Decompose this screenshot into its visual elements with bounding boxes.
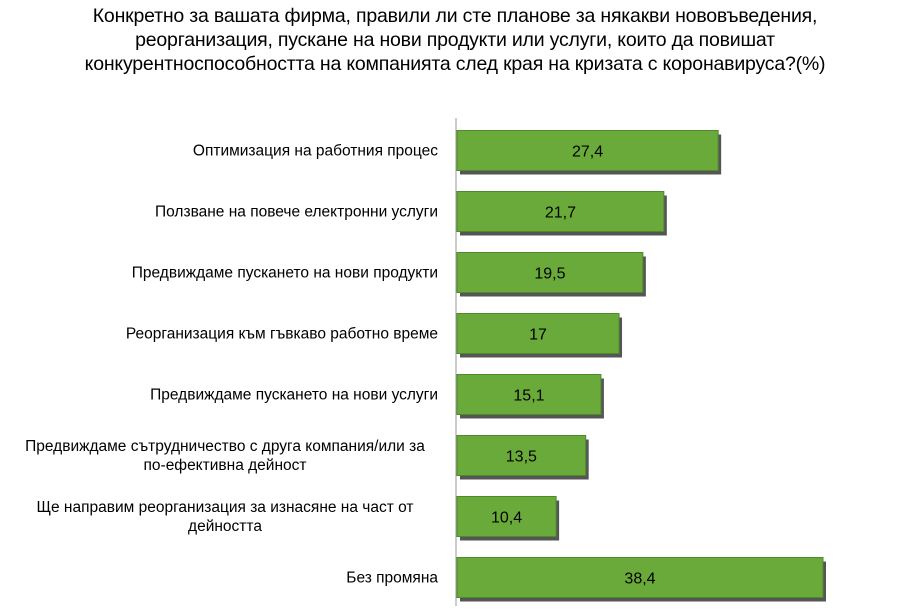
bar-group: 17 Реорганизация към гъвкаво работно врем… <box>126 313 623 358</box>
bar-group: 38,4 Без промяна <box>346 557 826 602</box>
bars-layer: 27,4 Оптимизация на работния процес 21,7 По… <box>25 130 826 602</box>
chart-title: Конкретно за вашата фирма, правили ли ст… <box>84 5 826 75</box>
bar-group: 21,7 Ползване на повече електронни услуги <box>155 191 667 236</box>
bar <box>456 496 557 537</box>
category-label: Ползване на повече електронни услуги <box>155 204 438 221</box>
data-label: 19,5 <box>534 266 565 283</box>
bar-group: 13,5 Предвиждаме сътрудничество с друга к… <box>25 435 589 480</box>
bar-group: 19,5 Предвиждаме пускането на нови продук… <box>132 252 646 297</box>
category-label: Предвиждаме сътрудничество с друга компа… <box>25 438 425 455</box>
data-label: 10,4 <box>491 510 522 527</box>
bar <box>456 130 719 171</box>
bar-group: 15,1 Предвиждаме пускането на нови услуги <box>150 374 604 419</box>
category-label: Оптимизация на работния процес <box>193 143 438 160</box>
category-label: Реорганизация към гъвкаво работно време <box>126 326 438 343</box>
bar <box>456 435 587 476</box>
bar <box>456 374 602 415</box>
data-label: 17 <box>529 327 547 344</box>
bar <box>456 557 824 598</box>
data-label: 15,1 <box>513 388 544 405</box>
category-label: Без промяна <box>346 570 438 587</box>
category-label: Ще направим реорганизация за изнасяне на… <box>36 499 413 516</box>
data-label: 21,7 <box>545 205 576 222</box>
category-label: по-ефективна дейност <box>144 457 307 474</box>
category-label: Предвиждаме пускането на нови услуги <box>150 387 438 404</box>
category-label: дейността <box>188 518 262 535</box>
bar <box>456 252 644 293</box>
data-label: 27,4 <box>572 144 603 161</box>
bar <box>456 313 620 354</box>
data-label: 38,4 <box>624 571 655 588</box>
bar <box>456 191 665 232</box>
bar-group: 27,4 Оптимизация на работния процес <box>193 130 722 175</box>
bar-group: 10,4 Ще направим реорганизация за изнасян… <box>36 496 560 541</box>
category-label: Предвиждаме пускането на нови продукти <box>132 265 438 282</box>
data-label: 13,5 <box>506 449 537 466</box>
